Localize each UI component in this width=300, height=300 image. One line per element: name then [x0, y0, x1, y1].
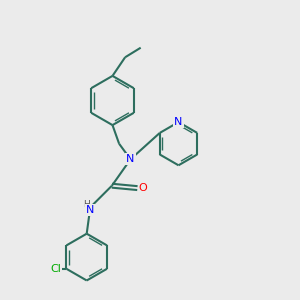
Text: Cl: Cl [50, 264, 61, 274]
Text: O: O [138, 183, 147, 193]
Text: N: N [86, 205, 94, 215]
Text: N: N [174, 117, 183, 127]
Text: N: N [126, 154, 135, 164]
Text: H: H [83, 200, 90, 209]
